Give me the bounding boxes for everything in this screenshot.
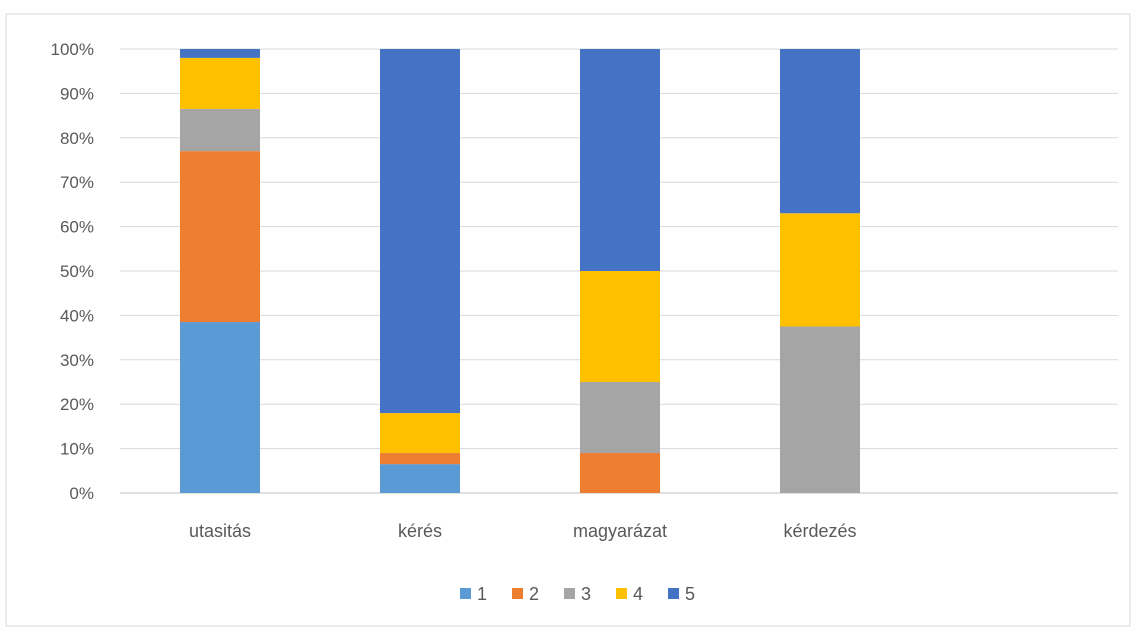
bar-segment — [180, 49, 260, 58]
bar-segment — [580, 271, 660, 382]
legend-label: 3 — [581, 584, 591, 604]
bar-segment — [380, 413, 460, 454]
bar-segment — [580, 453, 660, 493]
bar-segment — [580, 49, 660, 271]
y-tick-label: 40% — [60, 306, 94, 325]
legend-swatch — [616, 588, 627, 599]
legend-swatch — [564, 588, 575, 599]
bar-segment — [380, 453, 460, 465]
bar-segment — [180, 151, 260, 323]
bars — [180, 49, 860, 493]
bar-segment — [180, 57, 260, 109]
bar-segment — [780, 326, 860, 493]
legend-swatch — [512, 588, 523, 599]
x-axis-labels: utasitás kérés magyarázat kérdezés — [189, 521, 857, 541]
y-tick-label: 0% — [69, 484, 94, 503]
y-axis-ticks: 0% 10% 20% 30% 40% 50% 60% 70% 80% 90% 100% — [51, 40, 94, 503]
y-tick-label: 20% — [60, 395, 94, 414]
y-tick-label: 50% — [60, 262, 94, 281]
legend-label: 4 — [633, 584, 643, 604]
chart-border — [5, 13, 1131, 627]
legend-swatch — [668, 588, 679, 599]
legend: 1 2 3 4 5 — [460, 584, 695, 604]
x-tick-label: kérés — [398, 521, 442, 541]
legend-swatch — [460, 588, 471, 599]
y-tick-label: 70% — [60, 173, 94, 192]
bar-segment — [180, 322, 260, 493]
legend-label: 1 — [477, 584, 487, 604]
bar-segment — [380, 49, 460, 414]
y-tick-label: 80% — [60, 129, 94, 148]
bar-segment — [380, 464, 460, 493]
bar-segment — [780, 213, 860, 327]
y-tick-label: 10% — [60, 440, 94, 459]
bar-segment — [780, 49, 860, 214]
x-tick-label: utasitás — [189, 521, 251, 541]
y-tick-label: 30% — [60, 351, 94, 370]
legend-label: 2 — [529, 584, 539, 604]
legend-label: 5 — [685, 584, 695, 604]
bar-segment — [180, 108, 260, 152]
y-tick-label: 60% — [60, 218, 94, 237]
x-tick-label: magyarázat — [573, 521, 667, 541]
y-tick-label: 100% — [51, 40, 94, 59]
bar-segment — [580, 382, 660, 454]
y-tick-label: 90% — [60, 84, 94, 103]
x-tick-label: kérdezés — [783, 521, 856, 541]
